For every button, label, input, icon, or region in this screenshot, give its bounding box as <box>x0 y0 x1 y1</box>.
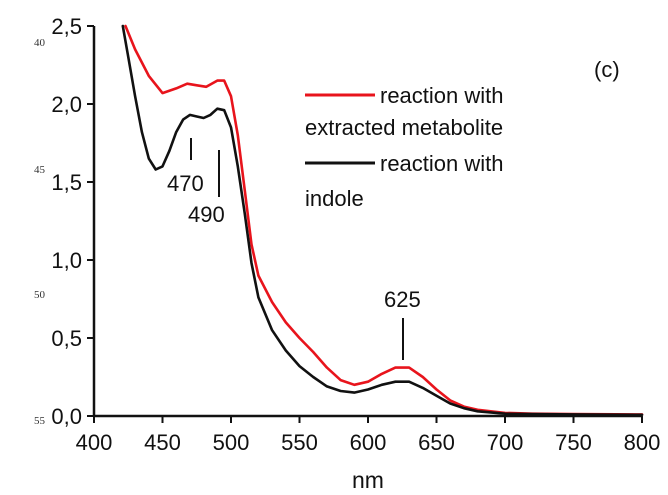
x-tick-labels: 400 450 500 550 600 650 700 750 800 <box>76 430 661 455</box>
series-line-extracted-metabolite <box>124 24 644 416</box>
x-tick-label-450: 450 <box>144 430 181 455</box>
y-tick-label-0: 0,0 <box>51 404 82 429</box>
peak-label-470: 470 <box>167 171 204 196</box>
series-line-indole <box>121 24 644 417</box>
legend: reaction with extracted metabolite react… <box>305 83 504 211</box>
y-tick-label-1: 0,5 <box>51 326 82 351</box>
x-tick-label-500: 500 <box>213 430 250 455</box>
y-tick-labels: 0,0 0,5 1,0 1,5 2,0 2,5 <box>51 14 82 429</box>
x-tick-label-800: 800 <box>624 430 661 455</box>
peak-annotations: 470 490 625 <box>167 138 421 360</box>
legend-label-metabolite-line1: reaction with <box>380 83 504 108</box>
x-tick-label-650: 650 <box>418 430 455 455</box>
x-tick-label-700: 700 <box>487 430 524 455</box>
margin-number-55: 55 <box>34 415 46 427</box>
series-lines <box>121 24 644 417</box>
x-tick-label-600: 600 <box>350 430 387 455</box>
legend-label-indole-line2: indole <box>305 186 364 211</box>
margin-number-50: 50 <box>34 289 46 301</box>
panel-label: (c) <box>594 57 620 82</box>
legend-label-indole-line1: reaction with <box>380 151 504 176</box>
axis-ticks <box>87 25 643 423</box>
margin-number-40: 40 <box>34 37 46 49</box>
x-tick-label-550: 550 <box>281 430 318 455</box>
peak-label-490: 490 <box>188 202 225 227</box>
margin-number-45: 45 <box>34 164 46 176</box>
legend-label-metabolite-line2: extracted metabolite <box>305 115 503 140</box>
x-tick-label-750: 750 <box>555 430 592 455</box>
x-axis-title: nm <box>352 467 384 493</box>
y-tick-label-5: 2,5 <box>51 14 82 39</box>
x-tick-label-400: 400 <box>76 430 113 455</box>
y-tick-label-4: 2,0 <box>51 92 82 117</box>
y-tick-label-2: 1,0 <box>51 248 82 273</box>
y-tick-label-3: 1,5 <box>51 170 82 195</box>
peak-label-625: 625 <box>384 287 421 312</box>
